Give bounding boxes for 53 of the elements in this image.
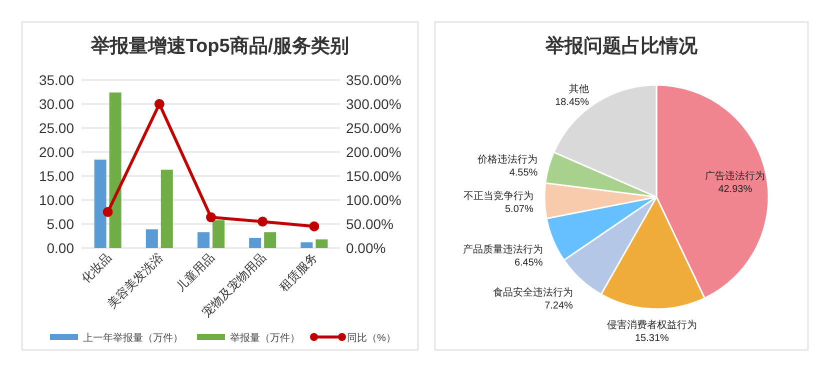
- y-tick-label: 20.00: [38, 144, 74, 160]
- y2-tick-label: 50.00%: [346, 216, 394, 232]
- data-label: 42.93%: [718, 184, 752, 196]
- bar: [198, 232, 210, 248]
- legend-label: 举报量（万件）: [230, 332, 300, 344]
- x-tick-label: 化妆品: [78, 250, 114, 286]
- point: [309, 221, 320, 232]
- bar: [264, 232, 276, 248]
- y2-tick-label: 250.00%: [346, 120, 402, 136]
- point: [258, 216, 268, 227]
- bar: [109, 92, 122, 248]
- y2-tick-label: 300.00%: [346, 96, 402, 112]
- point: [206, 212, 216, 222]
- data-label: 4.55%: [509, 167, 538, 178]
- slice-label: 广告违法行为: [705, 170, 766, 182]
- slice-label: 其他: [569, 82, 590, 95]
- point: [102, 207, 113, 217]
- y2-tick-label: 200.00%: [346, 144, 402, 160]
- legend-label: 同比（%）: [347, 332, 396, 344]
- y-tick-label: 35.00: [38, 72, 74, 88]
- point: [154, 99, 164, 109]
- slice-label: 食品安全违法行为: [492, 286, 573, 299]
- x-tick-label: 儿童用品: [173, 250, 218, 294]
- x-tick-label: 租赁服务: [276, 250, 320, 294]
- slice-label: 不正当竞争行为: [463, 190, 534, 202]
- y-tick-label: 5.00: [46, 216, 74, 232]
- slice-label: 产品质量违法行为: [462, 243, 543, 256]
- chart-title: 举报量增速Top5商品/服务类别: [90, 35, 350, 57]
- chart-title: 举报问题占比情况: [544, 35, 698, 57]
- bar: [160, 170, 173, 248]
- y-tick-label: 30.00: [38, 96, 74, 112]
- y2-tick-label: 350.00%: [346, 72, 402, 88]
- bar: [146, 229, 158, 248]
- data-label: 6.45%: [514, 257, 543, 268]
- data-label: 15.31%: [635, 333, 670, 344]
- bar: [212, 220, 224, 248]
- y2-tick-label: 150.00%: [346, 168, 402, 184]
- y-tick-label: 15.00: [38, 168, 74, 184]
- y2-tick-label: 100.00%: [346, 192, 402, 208]
- y2-tick-label: 0.00%: [346, 240, 386, 256]
- slice-label: 侵害消费者权益行为: [606, 319, 697, 332]
- bar: [300, 242, 313, 248]
- bar: [316, 239, 328, 248]
- data-label: 5.07%: [505, 204, 534, 216]
- y-tick-label: 0.00: [46, 240, 74, 256]
- bar: [94, 160, 106, 248]
- data-label: 18.45%: [555, 96, 590, 108]
- legend-label: 上一年举报量（万件）: [83, 332, 183, 344]
- y-tick-label: 25.00: [38, 120, 74, 136]
- slice-label: 价格违法行为: [476, 153, 538, 166]
- data-label: 7.24%: [544, 300, 574, 312]
- y-tick-label: 10.00: [38, 192, 74, 208]
- bar: [249, 238, 262, 248]
